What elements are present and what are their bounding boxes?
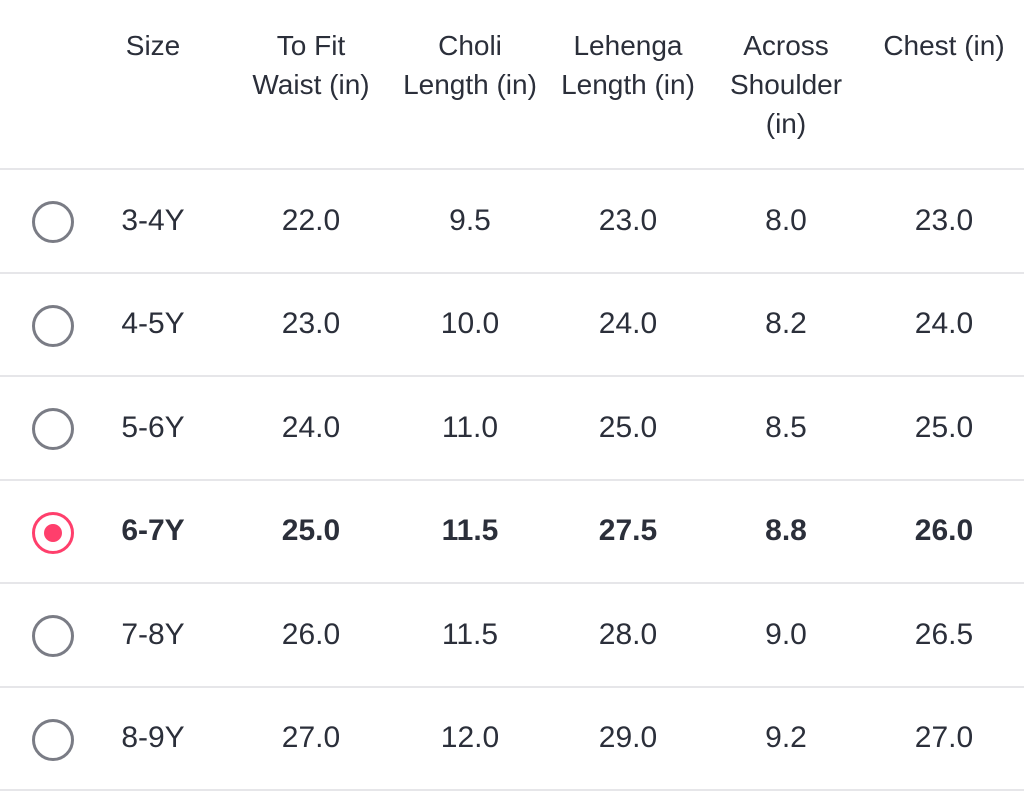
cell-choli-length: 11.5 (441, 617, 499, 651)
cell-lehenga-length: 23.0 (598, 203, 658, 237)
cell-across-shoulder: 9.2 (765, 721, 807, 755)
cell-choli-length: 12.0 (440, 721, 500, 755)
size-radio-button[interactable] (32, 615, 74, 657)
cell-size: 3-4Y (121, 203, 185, 237)
size-radio-button[interactable] (32, 408, 74, 450)
cell-across-shoulder: 8.5 (765, 410, 807, 444)
table-row[interactable]: 3-4Y 22.0 9.5 23.0 8.0 23.0 (0, 170, 1024, 274)
header-across-shoulder: Across Shoulder (in) (729, 30, 843, 139)
cell-size: 4-5Y (121, 307, 185, 341)
cell-chest: 26.0 (914, 514, 974, 548)
table-row[interactable]: 4-5Y 23.0 10.0 24.0 8.2 24.0 (0, 274, 1024, 377)
cell-choli-length: 9.5 (449, 203, 491, 237)
table-row[interactable]: 7-8Y 26.0 11.5 28.0 9.0 26.5 (0, 584, 1024, 688)
cell-across-shoulder: 8.2 (765, 307, 807, 341)
cell-lehenga-length: 27.5 (598, 514, 658, 548)
header-lehenga-length: Lehenga Length (in) (561, 30, 695, 100)
cell-lehenga-length: 24.0 (598, 307, 658, 341)
header-waist: To Fit Waist (in) (252, 30, 370, 100)
cell-size: 6-7Y (121, 514, 185, 548)
cell-size: 8-9Y (121, 721, 185, 755)
cell-choli-length: 11.0 (441, 410, 499, 444)
cell-waist: 25.0 (281, 514, 341, 548)
radio-selected-dot (44, 523, 62, 542)
cell-size: 7-8Y (121, 617, 185, 651)
table-row[interactable]: 5-6Y 24.0 11.0 25.0 8.5 25.0 (0, 377, 1024, 481)
cell-chest: 24.0 (914, 307, 974, 341)
cell-waist: 22.0 (281, 203, 341, 237)
cell-chest: 27.0 (914, 721, 974, 755)
cell-lehenga-length: 25.0 (598, 410, 658, 444)
cell-across-shoulder: 9.0 (765, 617, 807, 651)
header-choli-length: Choli Length (in) (403, 30, 537, 100)
cell-waist: 26.0 (281, 617, 341, 651)
size-radio-button[interactable] (32, 718, 74, 761)
size-radio-button[interactable] (32, 511, 74, 554)
table-row[interactable]: 8-9Y 27.0 12.0 29.0 9.2 27.0 (0, 688, 1024, 791)
cell-choli-length: 11.5 (441, 514, 499, 548)
table-row[interactable]: 6-7Y 25.0 11.5 27.5 8.8 26.0 (0, 481, 1024, 584)
table-header: Size To Fit Waist (in) Choli Length (in)… (0, 0, 1024, 170)
cell-chest: 23.0 (914, 203, 974, 237)
cell-size: 5-6Y (121, 410, 185, 444)
size-radio-button[interactable] (32, 201, 74, 243)
cell-choli-length: 10.0 (440, 307, 500, 341)
header-chest: Chest (in) (883, 30, 1005, 61)
cell-chest: 26.5 (914, 617, 974, 651)
cell-lehenga-length: 29.0 (598, 721, 658, 755)
size-radio-button[interactable] (32, 304, 74, 347)
cell-lehenga-length: 28.0 (598, 617, 658, 651)
cell-across-shoulder: 8.0 (765, 203, 807, 237)
cell-waist: 23.0 (281, 307, 341, 341)
cell-waist: 27.0 (281, 721, 341, 755)
cell-chest: 25.0 (914, 410, 974, 444)
header-size: Size (125, 30, 181, 61)
cell-across-shoulder: 8.8 (765, 514, 807, 548)
cell-waist: 24.0 (281, 410, 341, 444)
